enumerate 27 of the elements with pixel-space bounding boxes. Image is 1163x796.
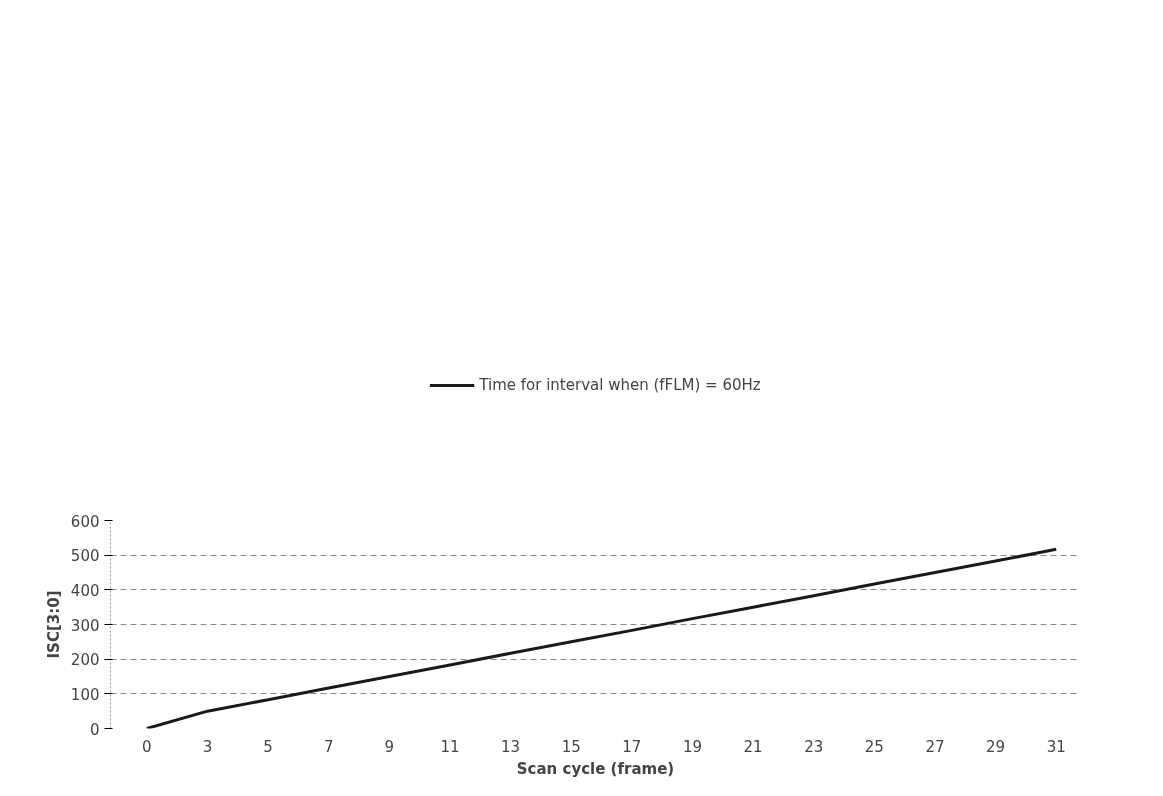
- x-tick-label: 11: [440, 737, 460, 756]
- y-tick-label: 100: [70, 685, 100, 704]
- line-series: [145, 547, 1058, 729]
- x-tick-label: 23: [804, 737, 824, 756]
- x-tick-label: 0: [142, 737, 152, 756]
- x-tick-label: 31: [1046, 737, 1066, 756]
- legend-label: Time for interval when (fFLM) = 60Hz: [479, 376, 761, 394]
- x-tick-label: 7: [323, 737, 334, 756]
- x-tick-label: 5: [263, 737, 273, 756]
- y-tick-label: 400: [70, 581, 100, 600]
- x-tick-label: 3: [202, 737, 213, 756]
- x-tick-label: 9: [384, 737, 395, 756]
- x-axis-title: Scan cycle (frame): [516, 759, 675, 778]
- x-tick-label: 29: [986, 737, 1006, 756]
- y-axis-title: ISC[3:0]: [44, 590, 63, 659]
- y-tick-label: 0: [89, 720, 100, 739]
- x-tick-label: 19: [682, 737, 703, 756]
- x-tick-label: 25: [864, 737, 884, 756]
- x-tick-label: 15: [561, 737, 581, 756]
- y-tick-label: 600: [70, 512, 100, 531]
- y-tick-label: 500: [70, 547, 100, 566]
- y-tick-label: 300: [70, 616, 100, 635]
- x-tick-label: 27: [925, 737, 945, 756]
- x-tick-label: 21: [743, 737, 763, 756]
- y-tick-label: 200: [70, 651, 100, 670]
- x-tick-label: 17: [622, 737, 642, 756]
- x-tick-label: 13: [501, 737, 521, 756]
